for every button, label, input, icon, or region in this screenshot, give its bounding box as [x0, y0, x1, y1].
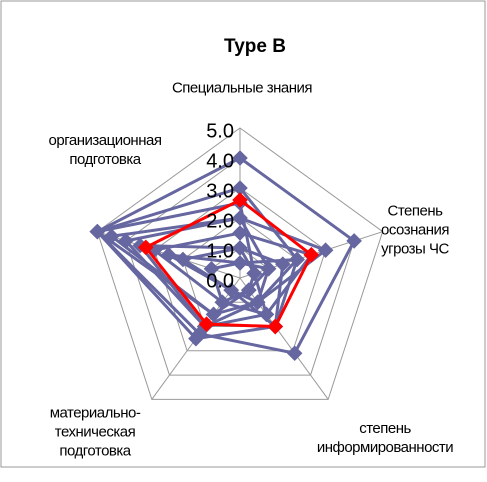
marker — [246, 265, 263, 282]
marker — [203, 260, 220, 277]
marker — [103, 228, 120, 245]
category-label: материально- техническая подготовка — [49, 404, 141, 460]
series-line — [107, 216, 329, 317]
tick-label: 4.0 — [206, 150, 234, 173]
frame — [0, 0, 486, 468]
marker — [232, 255, 248, 271]
marker — [232, 192, 248, 208]
tick-label: 5.0 — [206, 120, 234, 143]
category-label: Специальные знания — [171, 79, 313, 97]
tick-label: 1.0 — [206, 240, 234, 263]
marker — [346, 233, 362, 249]
marker — [286, 345, 303, 362]
marker — [89, 223, 106, 240]
series-line — [143, 198, 314, 329]
grid-ring — [153, 187, 327, 352]
category-label: степень информированности — [316, 420, 454, 456]
marker — [232, 180, 248, 196]
marker — [232, 210, 248, 226]
marker — [214, 294, 231, 311]
grid-ring — [210, 247, 270, 303]
series-line — [94, 156, 357, 355]
marker — [232, 240, 248, 256]
marker — [232, 150, 248, 166]
category-label: Степень осознания угрозы ЧС — [381, 202, 449, 258]
tick-label: 2.0 — [206, 210, 234, 233]
tick-label: 0.0 — [206, 270, 234, 293]
tick-label: 3.0 — [206, 180, 234, 203]
marker — [138, 239, 154, 256]
category-label: организационная подготовка — [48, 132, 162, 168]
marker — [317, 242, 334, 258]
marker — [198, 316, 215, 332]
chart-title: Type B — [224, 36, 286, 57]
marker — [223, 282, 239, 298]
marker — [188, 330, 204, 347]
marker — [160, 247, 177, 263]
marker — [241, 282, 257, 298]
series-line — [167, 253, 301, 305]
grid-ring — [96, 127, 384, 400]
marker — [205, 306, 222, 323]
